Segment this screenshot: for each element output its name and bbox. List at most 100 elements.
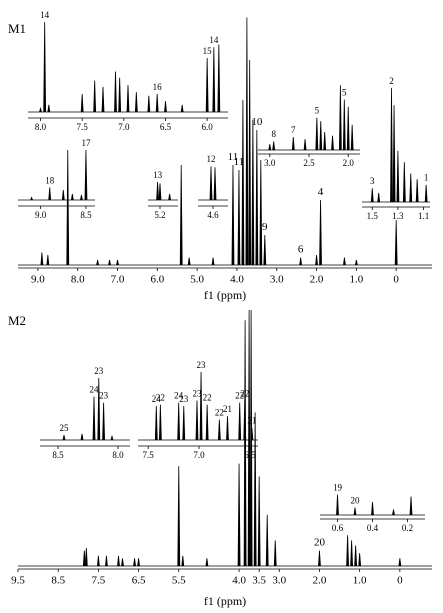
peak-label: 23 <box>179 394 189 404</box>
peak <box>96 555 100 567</box>
x-tick-label: 1.3 <box>392 211 404 221</box>
x-tick-label: 2.5 <box>303 158 315 168</box>
peak <box>92 396 96 441</box>
peak <box>121 558 124 567</box>
peak <box>154 405 158 441</box>
x-tick-label: 1.0 <box>349 273 363 285</box>
peak <box>48 187 52 201</box>
peak <box>82 550 86 567</box>
peak <box>392 105 396 203</box>
peak-label: 24 <box>174 390 184 400</box>
peak-label: 21 <box>247 416 256 426</box>
peak <box>46 254 50 266</box>
peak <box>212 47 216 113</box>
peak <box>250 427 254 441</box>
peak-label: 22 <box>215 407 224 417</box>
peak <box>205 57 209 113</box>
peak <box>272 141 276 151</box>
x-tick-label: 2.0 <box>343 158 355 168</box>
peak <box>168 193 171 201</box>
x-tick-label: 8.0 <box>35 122 47 132</box>
peak <box>319 199 322 266</box>
peak <box>237 463 241 567</box>
peak <box>354 545 358 567</box>
peak <box>180 104 184 113</box>
peak <box>177 402 181 441</box>
peak <box>62 434 66 441</box>
peak <box>350 540 354 567</box>
peak <box>116 259 119 266</box>
peak-label: 20 <box>351 495 361 505</box>
peak <box>158 404 162 441</box>
x-tick-label: 6.5 <box>160 122 172 132</box>
x-tick-label: 8.5 <box>52 450 64 460</box>
peak <box>245 17 249 266</box>
peak-label: 10 <box>251 116 263 128</box>
peak-label: 8 <box>271 129 276 139</box>
peak <box>315 117 319 151</box>
peak-label: 22 <box>235 390 244 400</box>
peak <box>238 402 242 441</box>
peak <box>338 85 342 151</box>
peak-label: 24 <box>90 384 100 394</box>
peak <box>205 558 209 567</box>
x-tick-label: 5.5 <box>172 574 186 586</box>
x-tick-label: 1.0 <box>353 574 367 586</box>
peak <box>84 149 88 201</box>
peak <box>181 555 185 567</box>
peak <box>253 412 257 567</box>
x-tick-label: 0 <box>393 273 399 285</box>
x-tick-label: 6.5 <box>132 574 146 586</box>
peak <box>394 219 398 266</box>
peak <box>303 139 307 151</box>
peak <box>137 558 140 567</box>
peak-label: 14 <box>209 35 219 45</box>
chart-title: M2 <box>8 313 26 328</box>
peak <box>213 167 217 201</box>
peak <box>255 129 259 266</box>
peak <box>39 106 42 113</box>
peak <box>390 87 393 203</box>
x-tick-label: 1.1 <box>418 211 429 221</box>
peak <box>205 404 209 441</box>
peak-label: 16 <box>153 82 163 92</box>
peak <box>80 194 83 201</box>
peak <box>102 402 105 441</box>
peak <box>409 173 413 203</box>
peak <box>358 553 362 567</box>
peak-label: 9 <box>262 221 268 233</box>
peak-label: 21 <box>223 404 232 414</box>
x-tick-label: 7.0 <box>111 273 125 285</box>
x-tick-label: 8.0 <box>71 273 85 285</box>
peak <box>40 252 44 266</box>
peak <box>265 514 269 567</box>
peak <box>409 496 413 516</box>
peak-label: 11 <box>228 151 239 163</box>
peak-label: 7 <box>291 125 296 135</box>
peak <box>217 44 221 113</box>
peak-label: 14 <box>40 10 50 20</box>
peak <box>226 416 229 441</box>
peak <box>251 119 255 266</box>
peak <box>396 150 400 203</box>
peak <box>117 555 120 567</box>
peak <box>147 95 151 113</box>
peak <box>155 93 159 113</box>
peak <box>424 184 428 203</box>
x-tick-label: 2.0 <box>310 273 324 285</box>
peak <box>187 257 191 266</box>
peak <box>133 558 136 567</box>
peak <box>110 434 114 441</box>
x-tick-label: 8.0 <box>112 450 124 460</box>
peak <box>70 193 74 201</box>
peak <box>61 189 65 201</box>
peak <box>134 92 138 113</box>
x-axis-label: f1 (ppm) <box>204 594 246 608</box>
x-tick-label: 6.5 <box>244 450 256 460</box>
peak <box>105 555 108 567</box>
peak-label: 15 <box>203 46 213 56</box>
peak <box>231 164 235 266</box>
peak <box>370 188 374 203</box>
peak <box>126 84 130 113</box>
